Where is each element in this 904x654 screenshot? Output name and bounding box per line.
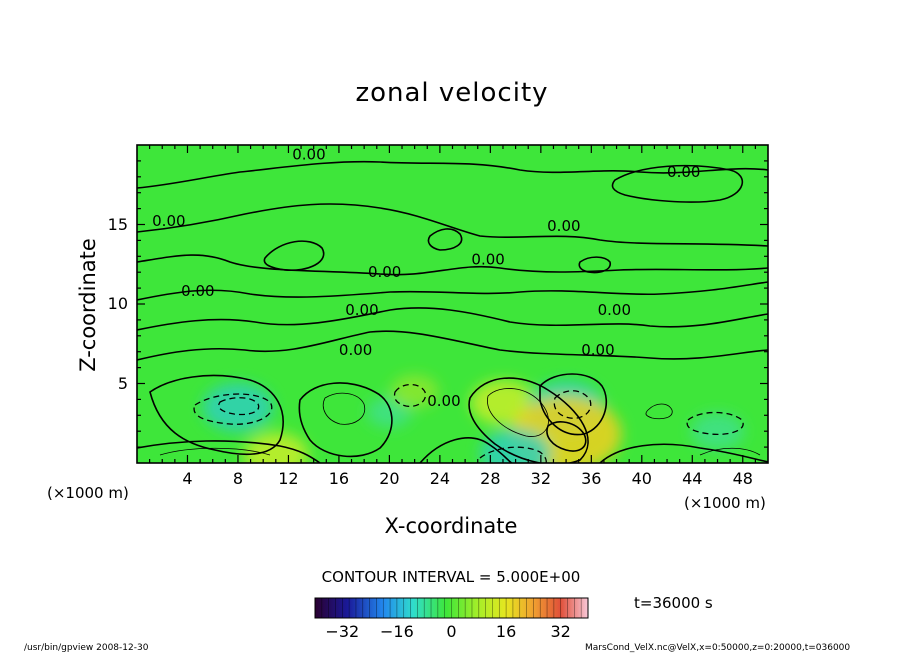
x-tick-label: 32 bbox=[530, 469, 551, 488]
field-cell-6 bbox=[480, 428, 551, 463]
x-tick-label: 4 bbox=[182, 469, 193, 488]
field-cell-8 bbox=[690, 412, 745, 450]
x-tick-label: 48 bbox=[732, 469, 753, 488]
x-axis-label: X-coordinate bbox=[384, 514, 518, 538]
contour-label: 0.00 bbox=[667, 163, 700, 181]
colorbar-tick-label: 32 bbox=[550, 622, 571, 641]
contour-label: 0.00 bbox=[427, 392, 460, 410]
y-axis-label: Z-coordinate bbox=[76, 238, 100, 372]
field-cell-2 bbox=[390, 374, 439, 409]
x-unit-right: (×1000 m) bbox=[684, 494, 766, 512]
y-tick-label: 15 bbox=[107, 214, 128, 234]
x-tick-label: 20 bbox=[379, 469, 400, 488]
x-unit-left: (×1000 m) bbox=[47, 484, 129, 502]
contour-label: 0.00 bbox=[368, 263, 401, 281]
x-tick-label: 36 bbox=[581, 469, 602, 488]
colorbar-tick-label: −32 bbox=[325, 622, 360, 641]
x-tick-label: 40 bbox=[631, 469, 652, 488]
x-tick-label: 16 bbox=[328, 469, 350, 488]
contour-label: 0.00 bbox=[547, 217, 580, 235]
contour-label-group: 0.00 0.00 0.00 0.00 0.00 0.00 0.00 0.00 0.00 0.00… bbox=[152, 145, 700, 409]
x-tick-label: 24 bbox=[429, 469, 451, 488]
thin-contours bbox=[159, 388, 761, 456]
y-tick-label: 10 bbox=[107, 294, 128, 313]
contour-label: 0.00 bbox=[339, 341, 372, 359]
chart-title: zonal velocity bbox=[355, 78, 549, 108]
x-tick-label: 44 bbox=[682, 469, 703, 488]
negative-contours bbox=[193, 383, 744, 463]
y-tick-label: 5 bbox=[117, 373, 128, 393]
field-cell-7 bbox=[243, 432, 309, 463]
contour-label: 0.00 bbox=[181, 282, 214, 300]
x-tick-label: 28 bbox=[480, 469, 501, 488]
time-label: t=36000 s bbox=[634, 594, 713, 612]
field-cell-3 bbox=[470, 380, 536, 426]
footer-right: MarsCond_VelX.nc@VelX,x=0:50000,z=0:2000… bbox=[585, 643, 851, 653]
contour-label: 0.00 bbox=[581, 341, 614, 359]
contour-interval-text: CONTOUR INTERVAL = 5.000E+00 bbox=[321, 568, 581, 586]
footer-left: /usr/bin/gpview 2008-12-30 bbox=[24, 643, 149, 653]
colorbar-tick-label: −16 bbox=[380, 622, 414, 641]
contour-label: 0.00 bbox=[345, 301, 378, 319]
contour-label: 0.00 bbox=[598, 301, 631, 319]
contour-label: 0.00 bbox=[152, 212, 185, 230]
x-tick-label: 12 bbox=[278, 469, 299, 488]
x-tick-label: 8 bbox=[232, 469, 244, 488]
contour-label: 0.00 bbox=[292, 145, 325, 163]
colorbar-tick-label: 0 bbox=[446, 622, 457, 641]
contour-label: 0.00 bbox=[471, 250, 504, 268]
contour-lines bbox=[137, 160, 768, 463]
colorbar-tick-label: 16 bbox=[495, 622, 517, 641]
